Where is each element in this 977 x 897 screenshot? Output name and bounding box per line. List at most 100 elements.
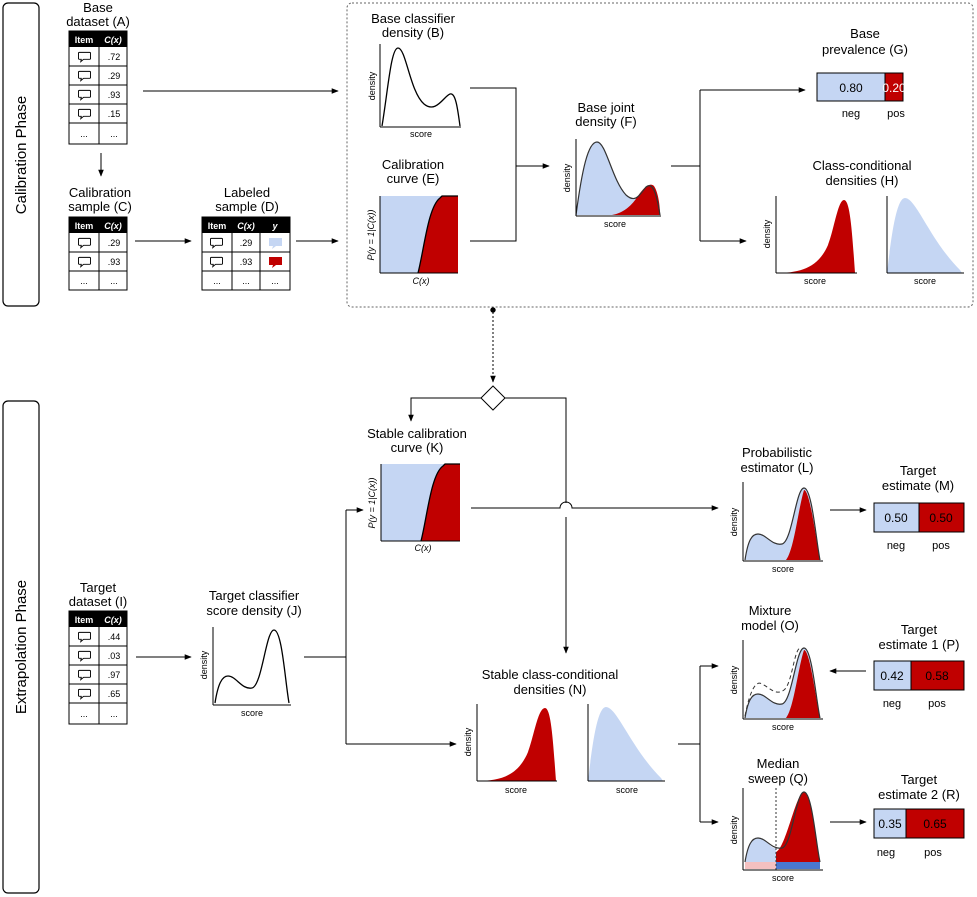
svg-text:score: score (804, 276, 826, 286)
table-a-title-2: dataset (A) (66, 14, 130, 29)
panel-stable-calibration-curve: Stable calibration curve (K) P(y = 1|C(x… (367, 426, 467, 553)
svg-text:C(x): C(x) (415, 543, 432, 553)
svg-text:...: ... (80, 129, 88, 139)
svg-text:Calibration: Calibration (382, 157, 444, 172)
panel-stable-class-conditional-densities: Stable class-conditional densities (N) d… (463, 667, 665, 795)
svg-text:score: score (616, 785, 638, 795)
svg-text:density (B): density (B) (382, 25, 444, 40)
panel-target-score-density: Target classifier score density (J) dens… (199, 588, 302, 718)
svg-text:0.65: 0.65 (923, 817, 947, 831)
panel-mixture-model: Mixture model (O) density score (729, 603, 823, 732)
svg-text:C(x): C(x) (104, 35, 122, 45)
svg-text:...: ... (213, 276, 221, 286)
svg-text:0.35: 0.35 (878, 817, 902, 831)
table-cell: .72 (108, 52, 121, 62)
svg-text:Mixture: Mixture (749, 603, 792, 618)
svg-text:neg: neg (877, 847, 895, 859)
svg-text:neg: neg (887, 540, 905, 552)
svg-text:y: y (271, 221, 278, 231)
svg-text:Stable class-conditional: Stable class-conditional (482, 667, 619, 682)
svg-text:C(x): C(x) (237, 221, 255, 231)
svg-text:C(x): C(x) (104, 615, 122, 625)
positive-label-icon (269, 257, 282, 268)
svg-text:score: score (241, 708, 263, 718)
svg-text:density: density (729, 507, 739, 536)
svg-text:C(x): C(x) (413, 276, 430, 286)
svg-text:Base: Base (850, 26, 880, 41)
svg-text:...: ... (242, 276, 250, 286)
svg-text:density: density (729, 665, 739, 694)
panel-median-sweep: Median sweep (Q) density score (729, 756, 823, 883)
svg-text:score density (J): score density (J) (206, 603, 301, 618)
panel-base-classifier-density: Base classifier density (B) density scor… (367, 11, 461, 139)
svg-text:neg: neg (842, 108, 860, 120)
svg-text:dataset (I): dataset (I) (69, 594, 128, 609)
svg-text:Item: Item (208, 221, 227, 231)
svg-text:density: density (199, 650, 209, 679)
panel-probabilistic-estimator: Probabilistic estimator (L) density scor… (729, 445, 823, 574)
svg-text:Target: Target (901, 772, 938, 787)
svg-text:neg: neg (883, 698, 901, 710)
svg-text:Labeled: Labeled (224, 185, 270, 200)
svg-text:Calibration Phase: Calibration Phase (13, 96, 30, 214)
svg-text:Probabilistic: Probabilistic (742, 445, 813, 460)
panel-base-prevalence: Base prevalence (G) 0.80 0.20 neg pos (816, 26, 908, 120)
table-cell: .15 (108, 109, 121, 119)
svg-text:Target: Target (900, 463, 937, 478)
svg-text:...: ... (80, 276, 88, 286)
svg-text:sample (D): sample (D) (215, 199, 279, 214)
svg-text:Item: Item (75, 35, 94, 45)
table-cell: .29 (108, 238, 121, 248)
svg-text:Item: Item (75, 221, 94, 231)
svg-text:0.80: 0.80 (839, 81, 863, 95)
svg-text:Median: Median (757, 756, 800, 771)
svg-text:pos: pos (924, 847, 942, 859)
svg-text:sweep (Q): sweep (Q) (748, 771, 808, 786)
svg-text:P(y = 1|C(x)): P(y = 1|C(x)) (367, 477, 377, 528)
svg-text:0.42: 0.42 (880, 669, 904, 683)
svg-text:prevalence (G): prevalence (G) (822, 42, 908, 57)
svg-text:densities (H): densities (H) (826, 173, 899, 188)
svg-text:Target classifier: Target classifier (209, 588, 300, 603)
svg-text:...: ... (110, 276, 118, 286)
calibration-phase-label: Calibration Phase (2, 2, 40, 307)
svg-text:Item: Item (75, 615, 94, 625)
svg-text:score: score (410, 129, 432, 139)
svg-text:Base classifier: Base classifier (371, 11, 455, 26)
table-cell: .03 (108, 651, 121, 661)
table-cell: .93 (108, 257, 121, 267)
svg-text:Class-conditional: Class-conditional (813, 158, 912, 173)
svg-text:Stable calibration: Stable calibration (367, 426, 467, 441)
svg-text:0.50: 0.50 (929, 511, 953, 525)
svg-text:0.50: 0.50 (884, 511, 908, 525)
svg-text:density: density (367, 71, 377, 100)
svg-text:C(x): C(x) (104, 221, 122, 231)
panel-target-estimate-2: Target estimate 2 (R) 0.35 0.65 neg pos (873, 772, 965, 859)
svg-text:0.20: 0.20 (882, 81, 906, 95)
svg-text:density: density (729, 815, 739, 844)
svg-text:Calibration: Calibration (69, 185, 131, 200)
svg-text:density (F): density (F) (575, 114, 636, 129)
svg-text:densities (N): densities (N) (514, 682, 587, 697)
panel-target-estimate-1: Target estimate 1 (P) 0.42 0.58 neg pos (873, 622, 965, 710)
svg-text:estimator (L): estimator (L) (741, 460, 814, 475)
svg-text:Target: Target (80, 580, 117, 595)
svg-text:curve (K): curve (K) (391, 440, 444, 455)
svg-text:model (O): model (O) (741, 618, 799, 633)
svg-text:Base joint: Base joint (577, 100, 634, 115)
svg-text:score: score (772, 564, 794, 574)
table-cell: .65 (108, 689, 121, 699)
table-calibration-sample: Calibration sample (C) Item C(x) .29 .93… (68, 185, 132, 291)
svg-text:...: ... (271, 276, 279, 286)
panel-target-estimate: Target estimate (M) 0.50 0.50 neg pos (873, 463, 965, 552)
negative-label-icon (269, 238, 282, 249)
svg-text:...: ... (110, 129, 118, 139)
svg-text:pos: pos (928, 698, 946, 710)
table-cell: .93 (240, 257, 253, 267)
svg-text:estimate 2 (R): estimate 2 (R) (878, 787, 960, 802)
svg-text:score: score (604, 219, 626, 229)
svg-text:score: score (505, 785, 527, 795)
connectors (98, 87, 867, 825)
svg-text:...: ... (110, 709, 118, 719)
table-target-dataset: Target dataset (I) Item C(x) .44 .03 .97… (68, 580, 128, 725)
